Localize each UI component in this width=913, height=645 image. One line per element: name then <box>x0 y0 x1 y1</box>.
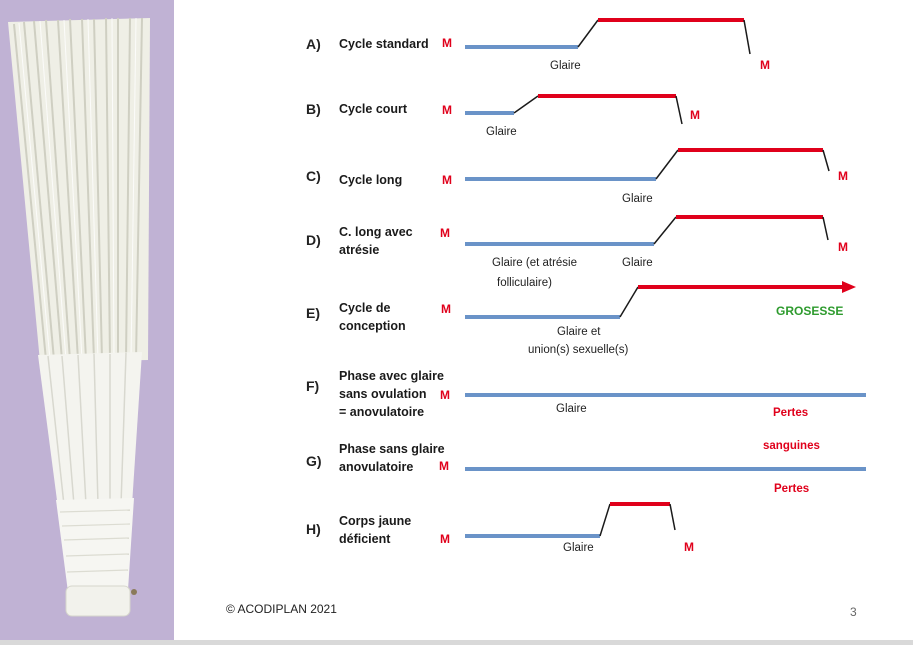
row-f-title-line2: sans ovulation <box>339 387 427 401</box>
row-g-m-start: M <box>439 459 449 473</box>
copyright: © ACODIPLAN 2021 <box>226 602 337 616</box>
pertes-label-bottom: Pertes <box>774 483 810 495</box>
row-b-letter: B) <box>306 101 321 117</box>
row-f-m-start: M <box>440 388 450 402</box>
row-c-m-start: M <box>442 173 452 187</box>
sanguines-label: sanguines <box>763 440 820 452</box>
row-e-caption-line1: Glaire et <box>557 326 601 338</box>
row-a-letter: A) <box>306 36 321 52</box>
row-a-caption: Glaire <box>550 60 581 72</box>
row-h-title-line1: Corps jaune <box>339 514 412 528</box>
row-f-title-line3: = anovulatoire <box>339 405 425 419</box>
row-b-line <box>465 94 683 125</box>
row-f-letter: F) <box>306 378 320 394</box>
row-a-title: Cycle standard <box>339 37 429 51</box>
row-b-title: Cycle court <box>339 102 408 116</box>
row-b-m-start: M <box>442 103 452 117</box>
row-f-title-line1: Phase avec glaire <box>339 369 444 383</box>
row-h-m-start: M <box>440 532 450 546</box>
row-d-caption1-line2: folliculaire) <box>497 277 552 289</box>
row-g-title-line1: Phase sans glaire <box>339 442 445 456</box>
row-h-caption: Glaire <box>563 542 594 554</box>
row-h-title-line2: déficient <box>339 532 391 546</box>
row-c-title: Cycle long <box>339 173 403 187</box>
page-number: 3 <box>850 605 857 619</box>
row-d-line <box>465 215 829 246</box>
pertes-label-top: Pertes <box>773 407 809 419</box>
row-c-caption: Glaire <box>622 193 653 205</box>
row-h-letter: H) <box>306 521 321 537</box>
row-c-letter: C) <box>306 168 321 184</box>
row-b-caption: Glaire <box>486 126 517 138</box>
row-d-caption2: Glaire <box>622 257 653 269</box>
row-e-title-line2: conception <box>339 319 406 333</box>
row-e-letter: E) <box>306 305 320 321</box>
row-d-m-end: M <box>838 240 848 254</box>
row-h-m-end: M <box>684 540 694 554</box>
row-f-caption: Glaire <box>556 403 587 415</box>
row-g-title-line2: anovulatoire <box>339 460 414 474</box>
row-a-m-end: M <box>760 58 770 72</box>
row-e-m-start: M <box>441 302 451 316</box>
bottom-edge <box>0 640 913 645</box>
fan-photo <box>0 0 174 640</box>
row-d-caption1-line1: Glaire (et atrésie <box>492 257 578 269</box>
grossesse-label: GROSESSE <box>776 304 844 318</box>
row-b-m-end: M <box>690 108 700 122</box>
row-a-m-start: M <box>442 36 452 50</box>
row-g-letter: G) <box>306 453 322 469</box>
row-d-letter: D) <box>306 232 321 248</box>
row-d-title-line2: atrésie <box>339 243 380 257</box>
row-h-line <box>465 502 676 538</box>
row-e-title-line1: Cycle de <box>339 301 391 315</box>
row-e-caption-line2: union(s) sexuelle(s) <box>528 344 629 356</box>
row-d-title-line1: C. long avec <box>339 225 413 239</box>
row-c-m-end: M <box>838 169 848 183</box>
row-c-line <box>465 148 830 181</box>
row-d-m-start: M <box>440 226 450 240</box>
row-e-line <box>465 281 856 319</box>
row-a-line <box>465 18 751 55</box>
